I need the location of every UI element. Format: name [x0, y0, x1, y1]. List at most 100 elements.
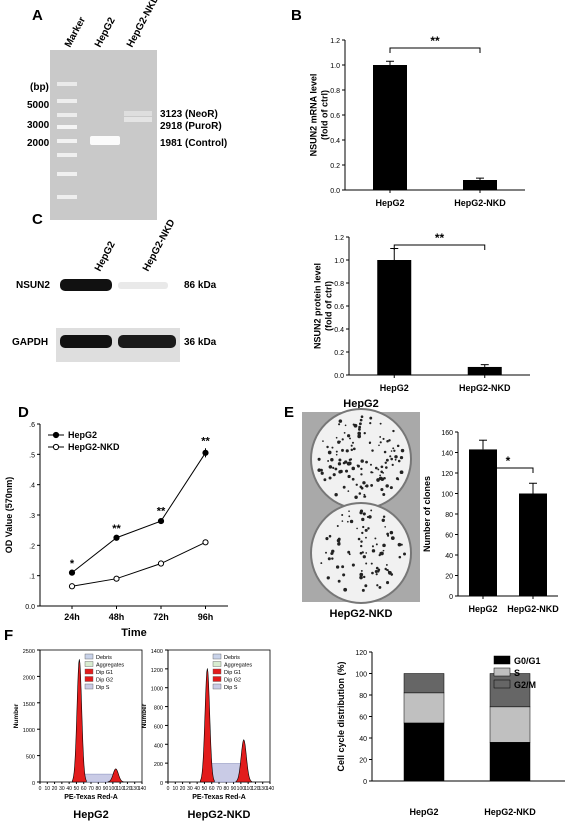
- colony-dot: [384, 526, 386, 528]
- blot-row-nsun2: NSUN2: [16, 280, 50, 291]
- y-tick-label: .3: [29, 513, 35, 520]
- colony-dot: [392, 429, 395, 433]
- colony-dot: [382, 437, 385, 440]
- y-tick-label: 1.0: [330, 63, 340, 70]
- legend-label: Dip G2: [224, 678, 241, 684]
- colony-dot: [370, 484, 374, 487]
- colony-dot: [394, 458, 397, 461]
- colony-dot: [332, 473, 336, 477]
- colony-dot: [346, 520, 349, 523]
- colony-dot: [322, 440, 324, 442]
- colony-dot: [317, 468, 321, 472]
- colony-dot: [336, 524, 339, 528]
- x-tick-label: 20: [180, 786, 186, 792]
- colony-dot: [341, 513, 344, 516]
- y-tick-label: .2: [29, 543, 35, 550]
- y-tick-label: 0.8: [334, 281, 344, 288]
- y-tick-label: 60: [359, 715, 367, 722]
- colony-dot: [365, 536, 367, 539]
- x-tick-label: 80: [96, 786, 102, 792]
- colony-dot: [360, 467, 363, 471]
- colony-dot: [397, 478, 400, 481]
- histogram-title: HepG2-NKD: [188, 809, 251, 821]
- colony-dot: [343, 431, 346, 434]
- y-tick-label: 0: [363, 779, 367, 786]
- legend-swatch: [212, 661, 222, 667]
- legend-label: G2/M: [514, 680, 536, 690]
- colony-dot: [350, 444, 353, 447]
- colony-dot: [326, 445, 329, 449]
- colony-dot: [379, 474, 382, 477]
- colony-dot: [378, 476, 383, 481]
- colony-dot: [350, 448, 354, 452]
- x-tick-label: HepG2: [468, 604, 497, 614]
- colony-dot: [378, 444, 380, 447]
- colony-dot: [369, 422, 372, 425]
- y-tick-label: 0.0: [330, 188, 340, 195]
- colony-dot: [359, 575, 363, 580]
- x-tick-label: 120: [123, 786, 132, 792]
- colony-dot: [382, 549, 385, 552]
- x-tick-label: 140: [266, 786, 275, 792]
- y-tick-label: 2000: [23, 675, 35, 681]
- y-tick-label: 80: [359, 693, 367, 700]
- bar: [469, 449, 497, 596]
- y-tick-label: 0.2: [330, 163, 340, 170]
- colony-dot: [385, 458, 389, 462]
- colony-dot: [341, 448, 344, 452]
- colony-dot: [388, 439, 391, 442]
- x-tick-label: 10: [173, 786, 179, 792]
- panel-label-b: B: [291, 7, 302, 24]
- y-tick-label: 0.2: [334, 350, 344, 357]
- colony-dot: [370, 471, 373, 474]
- colony-dot: [368, 515, 372, 519]
- gel-image: [50, 50, 157, 220]
- colony-dot: [341, 438, 344, 441]
- y-tick-label: 0: [160, 781, 163, 787]
- y-tick-label: 20: [359, 758, 367, 765]
- significance-label: **: [430, 34, 440, 48]
- colony-dot: [386, 581, 390, 585]
- y-axis-label: (fold of ctrl): [324, 281, 334, 331]
- colony-dot: [335, 450, 338, 453]
- x-tick-label: 70: [88, 786, 94, 792]
- colony-dot: [359, 422, 362, 426]
- colony-dot: [325, 537, 329, 541]
- colony-dot: [336, 538, 341, 543]
- colony-dot: [374, 466, 378, 470]
- y-tick-label: 60: [445, 533, 453, 540]
- colony-dot: [362, 481, 366, 485]
- colony-dot: [352, 447, 356, 451]
- x-axis-label: PE-Texas Red-A: [64, 794, 118, 801]
- blot-lane-hepg2: HepG2: [93, 239, 118, 273]
- colony-dot: [367, 527, 370, 530]
- colony-dot: [347, 550, 351, 554]
- data-point: [113, 575, 120, 582]
- colony-dot: [335, 436, 338, 439]
- colony-dot: [358, 492, 362, 495]
- colony-dot: [339, 440, 341, 443]
- y-tick-label: 0.0: [334, 373, 344, 380]
- x-tick-label: HepG2-NKD: [484, 807, 536, 817]
- data-point: [68, 569, 76, 576]
- significance-label: **: [112, 523, 121, 535]
- band-puror: 2918 (PuroR): [160, 121, 222, 132]
- colony-dot: [362, 555, 366, 559]
- colony-dot: [371, 449, 374, 452]
- x-tick-label: 10: [45, 786, 51, 792]
- colony-dot: [335, 453, 338, 456]
- bar: [463, 180, 497, 190]
- colony-dot: [400, 448, 405, 453]
- colony-dot: [334, 492, 338, 497]
- colony-dot: [323, 478, 327, 482]
- colony-dot: [358, 427, 361, 431]
- colony-dot: [383, 450, 387, 454]
- legend-label: Dip G1: [224, 670, 241, 676]
- colony-dot: [386, 439, 389, 443]
- colony-dot: [382, 515, 386, 519]
- colony-dot: [347, 461, 352, 466]
- y-tick-label: .1: [29, 574, 35, 581]
- colony-dot: [359, 551, 363, 555]
- blot-size-86: 86 kDa: [184, 280, 217, 291]
